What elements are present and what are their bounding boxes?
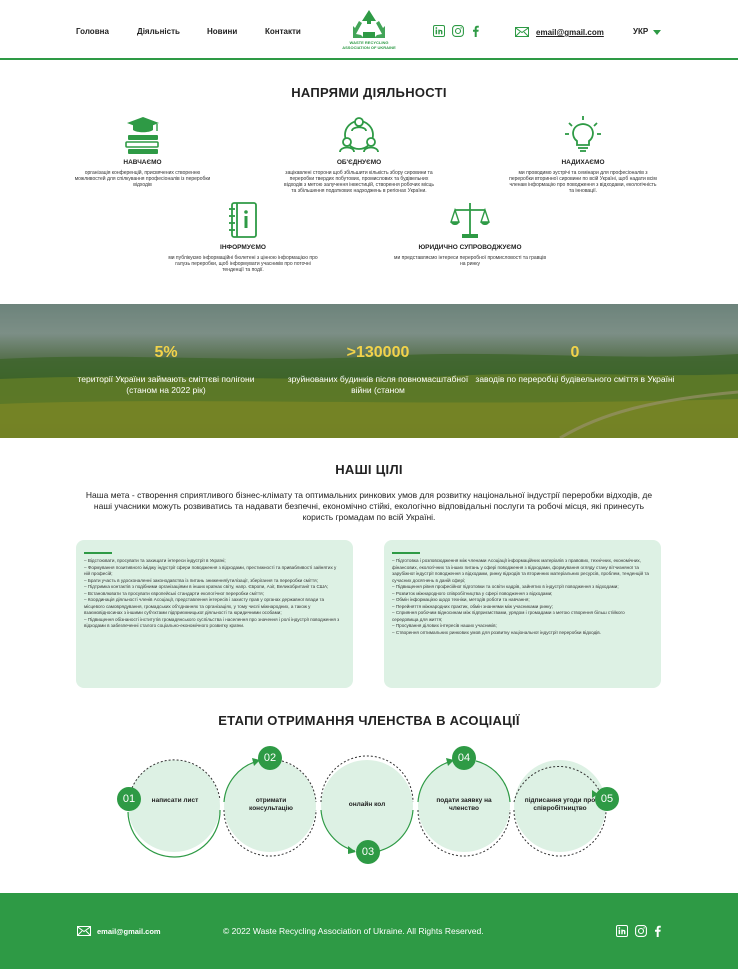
- mail-icon: [515, 27, 529, 37]
- list-item: – Підтримка контактів з подібними органі…: [84, 584, 329, 589]
- stat-label: зруйнованих будинків після повномасштабн…: [287, 374, 469, 395]
- footer-copyright: © 2022 Waste Recycling Association of Uk…: [223, 926, 484, 936]
- card-accent-bar: [84, 552, 112, 554]
- goals-list-left: – Відстоювати, просувати та захищати інт…: [84, 558, 343, 630]
- list-item: – Встановлювати та просувати європейські…: [84, 590, 264, 596]
- list-item: – Підвищення рівня професійної підготовк…: [392, 584, 619, 589]
- step-number-04: 04: [452, 746, 476, 770]
- direction-item-unite: ОБ'ЄДНУЄМО зацікавлені сторони щоб збіль…: [284, 115, 434, 194]
- goals-list-right: – Підготовка і розповсюдження між членам…: [392, 558, 651, 636]
- facebook-icon[interactable]: [470, 25, 482, 37]
- list-item: – Розвиток міжнародного співробітництва …: [392, 590, 553, 596]
- step-label: написати лист: [151, 797, 199, 804]
- mission-text: Наша мета - створення сприятливого бізне…: [85, 490, 653, 522]
- linkedin-icon[interactable]: [616, 925, 628, 937]
- directions-title: НАПРЯМИ ДІЯЛЬНОСТІ: [291, 85, 447, 100]
- direction-description: організація конференцій, присвячених ств…: [74, 170, 211, 188]
- field-landscape-image: [0, 353, 738, 438]
- stat-number: 0: [570, 344, 580, 361]
- step-label: підписання угоди про співробітництво: [524, 797, 596, 812]
- recycle-logo-icon: [353, 10, 385, 38]
- list-item: – Формування позитивного іміджу індустрі…: [84, 564, 337, 577]
- nav-activity-link[interactable]: Діяльність: [137, 27, 180, 36]
- membership-steps: 01 02 03 04 05 написати лист отримати ко…: [0, 740, 738, 870]
- list-item: – Створення оптимальних ринкових умов дл…: [392, 629, 602, 635]
- goals-card-right: – Підготовка і розповсюдження між членам…: [384, 540, 661, 688]
- direction-title: НАВЧАЄМО: [123, 159, 162, 166]
- mail-icon: [77, 926, 91, 936]
- instagram-icon[interactable]: [635, 925, 647, 937]
- direction-description: ми представляємо інтереси переробної про…: [394, 255, 546, 267]
- people-network-icon: [339, 117, 379, 153]
- stat-number: 5%: [154, 344, 178, 361]
- list-item: – Сприяння робочим відносинам між підпри…: [392, 610, 625, 622]
- step-number-03: 03: [356, 840, 380, 864]
- stat-destroyed-buildings: >130000 зруйнованих будинків після повно…: [278, 344, 478, 396]
- step-number-05: 05: [595, 787, 619, 811]
- dropdown-caret-icon: [653, 30, 661, 35]
- nav-news-link[interactable]: Новини: [207, 27, 238, 36]
- language-label: УКР: [633, 27, 649, 36]
- banner-overlay: [0, 304, 738, 438]
- facebook-icon[interactable]: [652, 925, 664, 937]
- step-number-01: 01: [117, 787, 141, 811]
- logo-text-line2: ASSOCIATION OF UKRAINE: [342, 45, 396, 50]
- list-item: – Координація діяльності членів Асоціаці…: [84, 597, 325, 615]
- list-item: – Просування ділових інтересів наших уча…: [392, 623, 497, 628]
- direction-title: НАДИХАЄМО: [561, 159, 605, 166]
- graduation-books-icon: [124, 117, 159, 154]
- nav-contacts-link[interactable]: Контакти: [265, 27, 301, 36]
- stat-plants: 0 заводів по переробці будівельного сміт…: [475, 344, 675, 385]
- direction-item-legal: ЮРИДИЧНО СУПРОВОДЖУЄМО ми представляємо …: [394, 200, 546, 267]
- direction-title: ІНФОРМУЄМО: [220, 244, 266, 251]
- header-email-link[interactable]: email@gmail.com: [536, 28, 604, 37]
- stat-label: території України займають сміттєві полі…: [77, 374, 255, 395]
- nav-home-link[interactable]: Головна: [76, 27, 109, 36]
- direction-title: ЮРИДИЧНО СУПРОВОДЖУЄМО: [418, 244, 522, 251]
- step-number-02: 02: [258, 746, 282, 770]
- footer-email-link[interactable]: email@gmail.com: [97, 927, 161, 936]
- list-item: – Підготовка і розповсюдження між членам…: [392, 558, 649, 583]
- direction-title: ОБ'ЄДНУЄМО: [336, 159, 382, 166]
- direction-description: зацікавлені сторони щоб збільшити кількі…: [284, 170, 434, 194]
- site-header: Головна Діяльність Новини Контакти WASTE…: [0, 0, 738, 60]
- steps-circles-graphic: [127, 755, 607, 858]
- list-item: – Обмін інформацією щодо техніки, методі…: [392, 597, 530, 602]
- stat-label: заводів по переробці будівельного сміття…: [475, 374, 675, 384]
- membership-title: ЕТАПИ ОТРИМАННЯ ЧЛЕНСТВА В АСОЦІАЦІЇ: [218, 713, 520, 728]
- stat-landfills: 5% території України займають сміттєві п…: [66, 344, 266, 396]
- stats-banner: 5% території України займають сміттєві п…: [0, 304, 738, 438]
- goals-card-left: – Відстоювати, просувати та захищати інт…: [76, 540, 353, 688]
- step-label: подати заявку на членство: [436, 797, 492, 812]
- step-label: отримати консультацію: [249, 797, 293, 812]
- site-logo[interactable]: WASTE RECYCLING ASSOCIATION OF UKRAINE: [340, 8, 398, 54]
- card-accent-bar: [392, 552, 420, 554]
- direction-item-teach: НАВЧАЄМО організація конференцій, присвя…: [70, 115, 215, 188]
- direction-item-inform: ІНФОРМУЄМО ми публікуємо інформаційні бю…: [168, 200, 318, 273]
- list-item: – Брати участь в удосконаленні законодав…: [84, 577, 318, 583]
- direction-item-inspire: НАДИХАЄМО ми проводимо зустрічі та семін…: [508, 115, 658, 194]
- site-footer: email@gmail.com © 2022 Waste Recycling A…: [0, 893, 738, 969]
- lightbulb-icon: [565, 116, 601, 152]
- scales-icon: [450, 203, 490, 238]
- direction-description: ми публікуємо інформаційні бюлетені з ці…: [168, 255, 318, 273]
- list-item: – Відстоювати, просувати та захищати інт…: [84, 558, 226, 563]
- list-item: – Перейняття міжнародних практик, обмін …: [392, 603, 553, 609]
- linkedin-icon[interactable]: [433, 25, 445, 37]
- notebook-icon: [229, 202, 257, 238]
- stat-number: >130000: [346, 344, 410, 361]
- list-item: – Підвищення обізнаності інститутів гром…: [84, 616, 340, 629]
- goals-title: НАШІ ЦІЛІ: [335, 462, 403, 477]
- logo-text-line1: WASTE RECYCLING: [349, 40, 389, 45]
- step-label: онлайн кол: [348, 801, 386, 808]
- instagram-icon[interactable]: [452, 25, 464, 37]
- direction-description: ми проводимо зустрічі та семінари для пр…: [509, 170, 657, 194]
